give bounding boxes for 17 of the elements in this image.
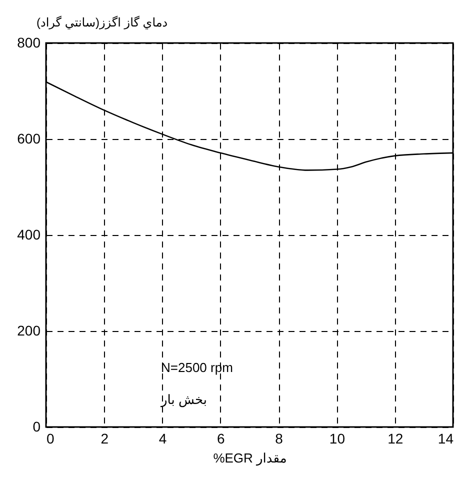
x-tick-label: 12 (388, 430, 404, 446)
x-tick-label: 14 (438, 430, 454, 446)
x-tick-label: 4 (158, 430, 167, 446)
x-tick-label: 10 (329, 430, 346, 446)
x-tick-label: 8 (275, 430, 284, 446)
y-tick-label: 600 (17, 130, 41, 146)
annotation: N=2500 rpm (161, 360, 233, 375)
x-tick-label: 2 (100, 430, 109, 446)
x-tick-label: 0 (46, 430, 54, 446)
y-tick-label: 400 (17, 226, 41, 242)
y-axis-title: دماي گاز اگزز(سانتي گراد) (36, 16, 168, 30)
x-axis-title: %EGR مقدار (213, 450, 287, 466)
x-tick-label: 6 (217, 430, 226, 446)
y-tick-label: 800 (17, 34, 41, 50)
y-tick-label: 0 (32, 418, 41, 434)
y-tick-label: 200 (17, 322, 41, 338)
annotation: بخش بار (160, 392, 208, 408)
